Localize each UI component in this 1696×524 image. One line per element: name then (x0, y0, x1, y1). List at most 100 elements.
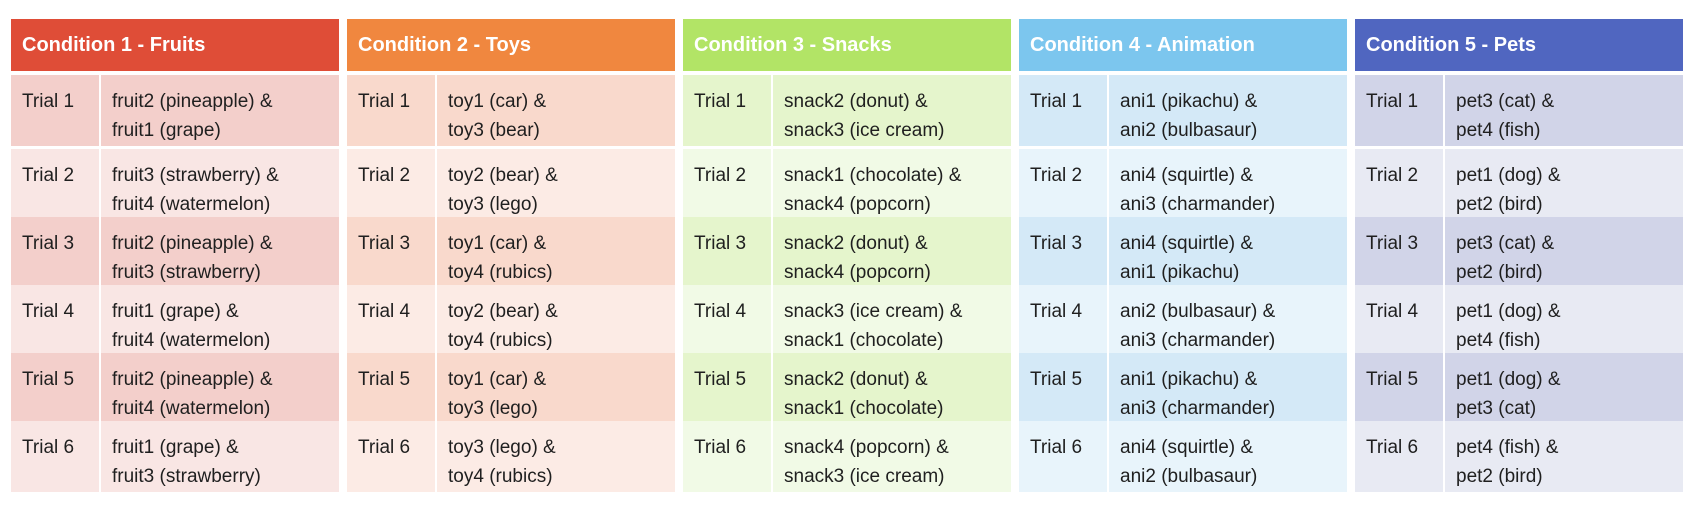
trial-pair: pet1 (dog) & pet4 (fish) (1445, 285, 1683, 356)
trial-label: Trial 2 (683, 149, 771, 220)
pair-second: fruit4 (watermelon) (112, 330, 271, 351)
trial-label: Trial 6 (11, 421, 99, 492)
pair-second: pet2 (bird) (1456, 194, 1543, 215)
pair-second: pet4 (fish) (1456, 120, 1541, 141)
pair-first: fruit1 (grape) & (112, 301, 239, 322)
pair-second: snack3 (ice cream) (784, 120, 945, 141)
pair-first: toy3 (lego) & (448, 437, 556, 458)
trial-row: Trial 3 snack2 (donut) & snack4 (popcorn) (683, 217, 1011, 288)
trial-row: Trial 1 toy1 (car) & toy3 (bear) (347, 75, 675, 146)
condition-table: Condition 1 - Fruits Trial 1 fruit2 (pine… (11, 19, 339, 512)
pair-second: fruit3 (strawberry) (112, 466, 261, 487)
pair-second: fruit1 (grape) (112, 120, 221, 141)
trial-label: Trial 5 (347, 353, 435, 424)
trial-row: Trial 5 snack2 (donut) & snack1 (chocolate… (683, 353, 1011, 424)
trial-label: Trial 4 (683, 285, 771, 356)
pair-first: ani1 (pikachu) & (1120, 369, 1258, 390)
trial-row: Trial 5 fruit2 (pineapple) & fruit4 (water… (11, 353, 339, 424)
trial-pair: ani4 (squirtle) & ani2 (bulbasaur) (1109, 421, 1347, 492)
pair-first: fruit1 (grape) & (112, 437, 239, 458)
trial-pair: fruit2 (pineapple) & fruit1 (grape) (101, 75, 339, 146)
trial-label: Trial 5 (11, 353, 99, 424)
pair-second: snack1 (chocolate) (784, 398, 944, 419)
pair-first: pet3 (cat) & (1456, 91, 1555, 112)
condition-header: Condition 3 - Snacks (683, 19, 1011, 71)
trial-pair: fruit3 (strawberry) & fruit4 (watermelon) (101, 149, 339, 220)
pair-second: pet2 (bird) (1456, 262, 1543, 283)
trial-row: Trial 4 pet1 (dog) & pet4 (fish) (1355, 285, 1683, 356)
pair-first: pet4 (fish) & (1456, 437, 1559, 458)
pair-second: ani3 (charmander) (1120, 330, 1276, 351)
pair-first: snack2 (donut) & (784, 91, 928, 112)
pair-first: toy1 (car) & (448, 369, 547, 390)
trial-pair: toy3 (lego) & toy4 (rubics) (437, 421, 675, 492)
trial-row: Trial 4 snack3 (ice cream) & snack1 (choco… (683, 285, 1011, 356)
pair-second: fruit4 (watermelon) (112, 194, 271, 215)
pair-first: toy2 (bear) & (448, 165, 558, 186)
trial-row: Trial 3 ani4 (squirtle) & ani1 (pikachu) (1019, 217, 1347, 288)
pair-first: fruit2 (pineapple) & (112, 91, 273, 112)
trial-pair: toy2 (bear) & toy4 (rubics) (437, 285, 675, 356)
trial-pair: snack3 (ice cream) & snack1 (chocolate) (773, 285, 1011, 356)
pair-second: ani3 (charmander) (1120, 398, 1276, 419)
condition-header: Condition 4 - Animation (1019, 19, 1347, 71)
pair-second: pet2 (bird) (1456, 466, 1543, 487)
trial-row: Trial 4 fruit1 (grape) & fruit4 (watermelo… (11, 285, 339, 356)
pair-second: fruit3 (strawberry) (112, 262, 261, 283)
trial-row: Trial 1 ani1 (pikachu) & ani2 (bulbasaur) (1019, 75, 1347, 146)
pair-second: snack3 (ice cream) (784, 466, 945, 487)
pair-first: pet1 (dog) & (1456, 165, 1561, 186)
trial-row: Trial 6 snack4 (popcorn) & snack3 (ice cre… (683, 421, 1011, 492)
pair-second: pet3 (cat) (1456, 398, 1537, 419)
pair-second: snack4 (popcorn) (784, 262, 931, 283)
pair-second: toy3 (lego) (448, 398, 538, 419)
condition-table: Condition 3 - Snacks Trial 1 snack2 (donu… (683, 19, 1011, 512)
trial-label: Trial 5 (683, 353, 771, 424)
trial-row: Trial 3 pet3 (cat) & pet2 (bird) (1355, 217, 1683, 288)
trial-label: Trial 2 (11, 149, 99, 220)
pair-first: ani4 (squirtle) & (1120, 165, 1254, 186)
trial-label: Trial 3 (11, 217, 99, 288)
trial-row: Trial 4 ani2 (bulbasaur) & ani3 (charmande… (1019, 285, 1347, 356)
trial-label: Trial 6 (1019, 421, 1107, 492)
trial-row: Trial 2 fruit3 (strawberry) & fruit4 (wate… (11, 149, 339, 220)
trial-pair: ani1 (pikachu) & ani3 (charmander) (1109, 353, 1347, 424)
trial-label: Trial 1 (683, 75, 771, 146)
pair-second: pet4 (fish) (1456, 330, 1541, 351)
pair-second: fruit4 (watermelon) (112, 398, 271, 419)
trial-pair: pet3 (cat) & pet4 (fish) (1445, 75, 1683, 146)
trial-pair: fruit1 (grape) & fruit3 (strawberry) (101, 421, 339, 492)
pair-first: fruit2 (pineapple) & (112, 233, 273, 254)
trial-pair: ani4 (squirtle) & ani3 (charmander) (1109, 149, 1347, 220)
trial-row: Trial 1 pet3 (cat) & pet4 (fish) (1355, 75, 1683, 146)
pair-first: fruit3 (strawberry) & (112, 165, 279, 186)
trial-row: Trial 2 ani4 (squirtle) & ani3 (charmander… (1019, 149, 1347, 220)
pair-first: toy1 (car) & (448, 233, 547, 254)
trial-label: Trial 4 (11, 285, 99, 356)
trial-pair: toy1 (car) & toy4 (rubics) (437, 217, 675, 288)
pair-first: snack1 (chocolate) & (784, 165, 962, 186)
trial-label: Trial 4 (347, 285, 435, 356)
trial-pair: snack1 (chocolate) & snack4 (popcorn) (773, 149, 1011, 220)
trial-label: Trial 1 (347, 75, 435, 146)
pair-first: ani1 (pikachu) & (1120, 91, 1258, 112)
trial-pair: snack2 (donut) & snack3 (ice cream) (773, 75, 1011, 146)
pair-first: ani4 (squirtle) & (1120, 233, 1254, 254)
trial-row: Trial 6 fruit1 (grape) & fruit3 (strawberr… (11, 421, 339, 492)
trial-label: Trial 2 (1355, 149, 1443, 220)
trial-row: Trial 6 ani4 (squirtle) & ani2 (bulbasaur) (1019, 421, 1347, 492)
pair-first: ani2 (bulbasaur) & (1120, 301, 1276, 322)
condition-table: Condition 4 - Animation Trial 1 ani1 (pik… (1019, 19, 1347, 512)
condition-header: Condition 2 - Toys (347, 19, 675, 71)
trial-label: Trial 3 (683, 217, 771, 288)
trial-label: Trial 5 (1355, 353, 1443, 424)
pair-first: snack2 (donut) & (784, 233, 928, 254)
trial-label: Trial 3 (1355, 217, 1443, 288)
trial-label: Trial 6 (1355, 421, 1443, 492)
trial-row: Trial 5 ani1 (pikachu) & ani3 (charmander) (1019, 353, 1347, 424)
trial-label: Trial 4 (1355, 285, 1443, 356)
trial-pair: fruit1 (grape) & fruit4 (watermelon) (101, 285, 339, 356)
pair-second: ani1 (pikachu) (1120, 262, 1240, 283)
trial-row: Trial 1 fruit2 (pineapple) & fruit1 (grape… (11, 75, 339, 146)
trial-pair: pet4 (fish) & pet2 (bird) (1445, 421, 1683, 492)
